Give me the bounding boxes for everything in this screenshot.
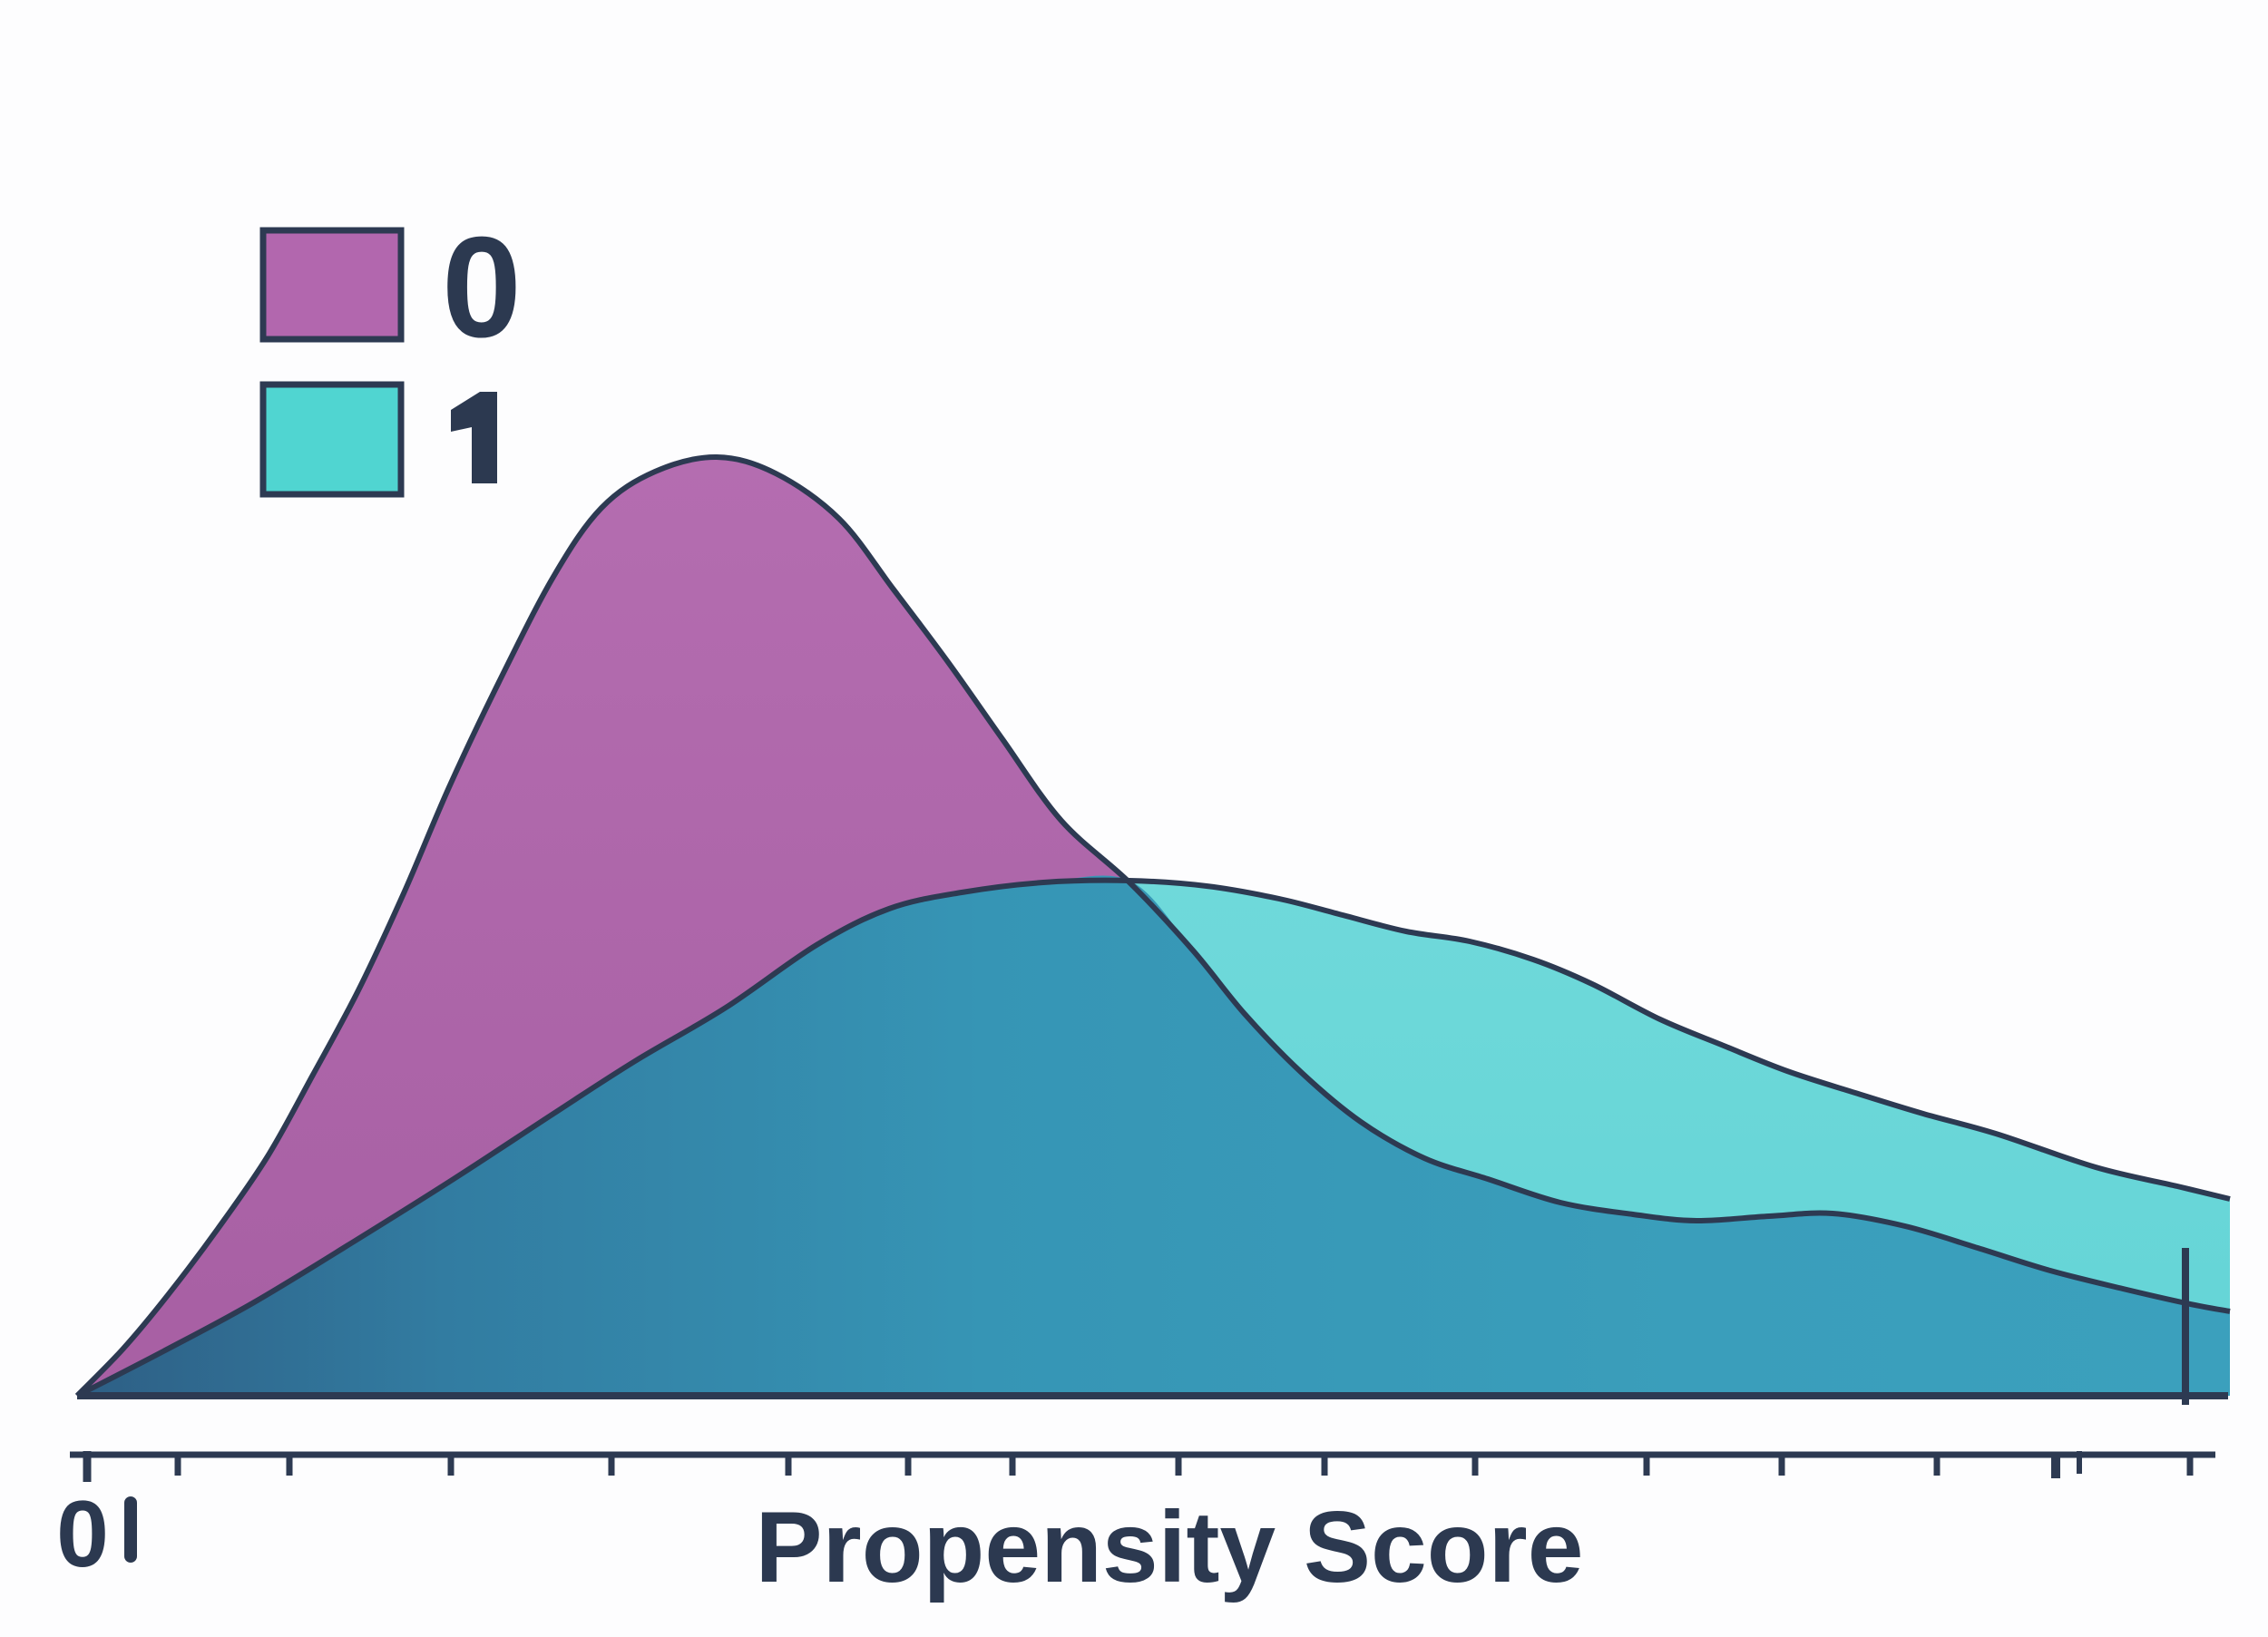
svg-text:0: 0 <box>442 208 522 367</box>
svg-text:0: 0 <box>56 1482 109 1587</box>
svg-text:Propensity Score: Propensity Score <box>756 1491 1584 1603</box>
